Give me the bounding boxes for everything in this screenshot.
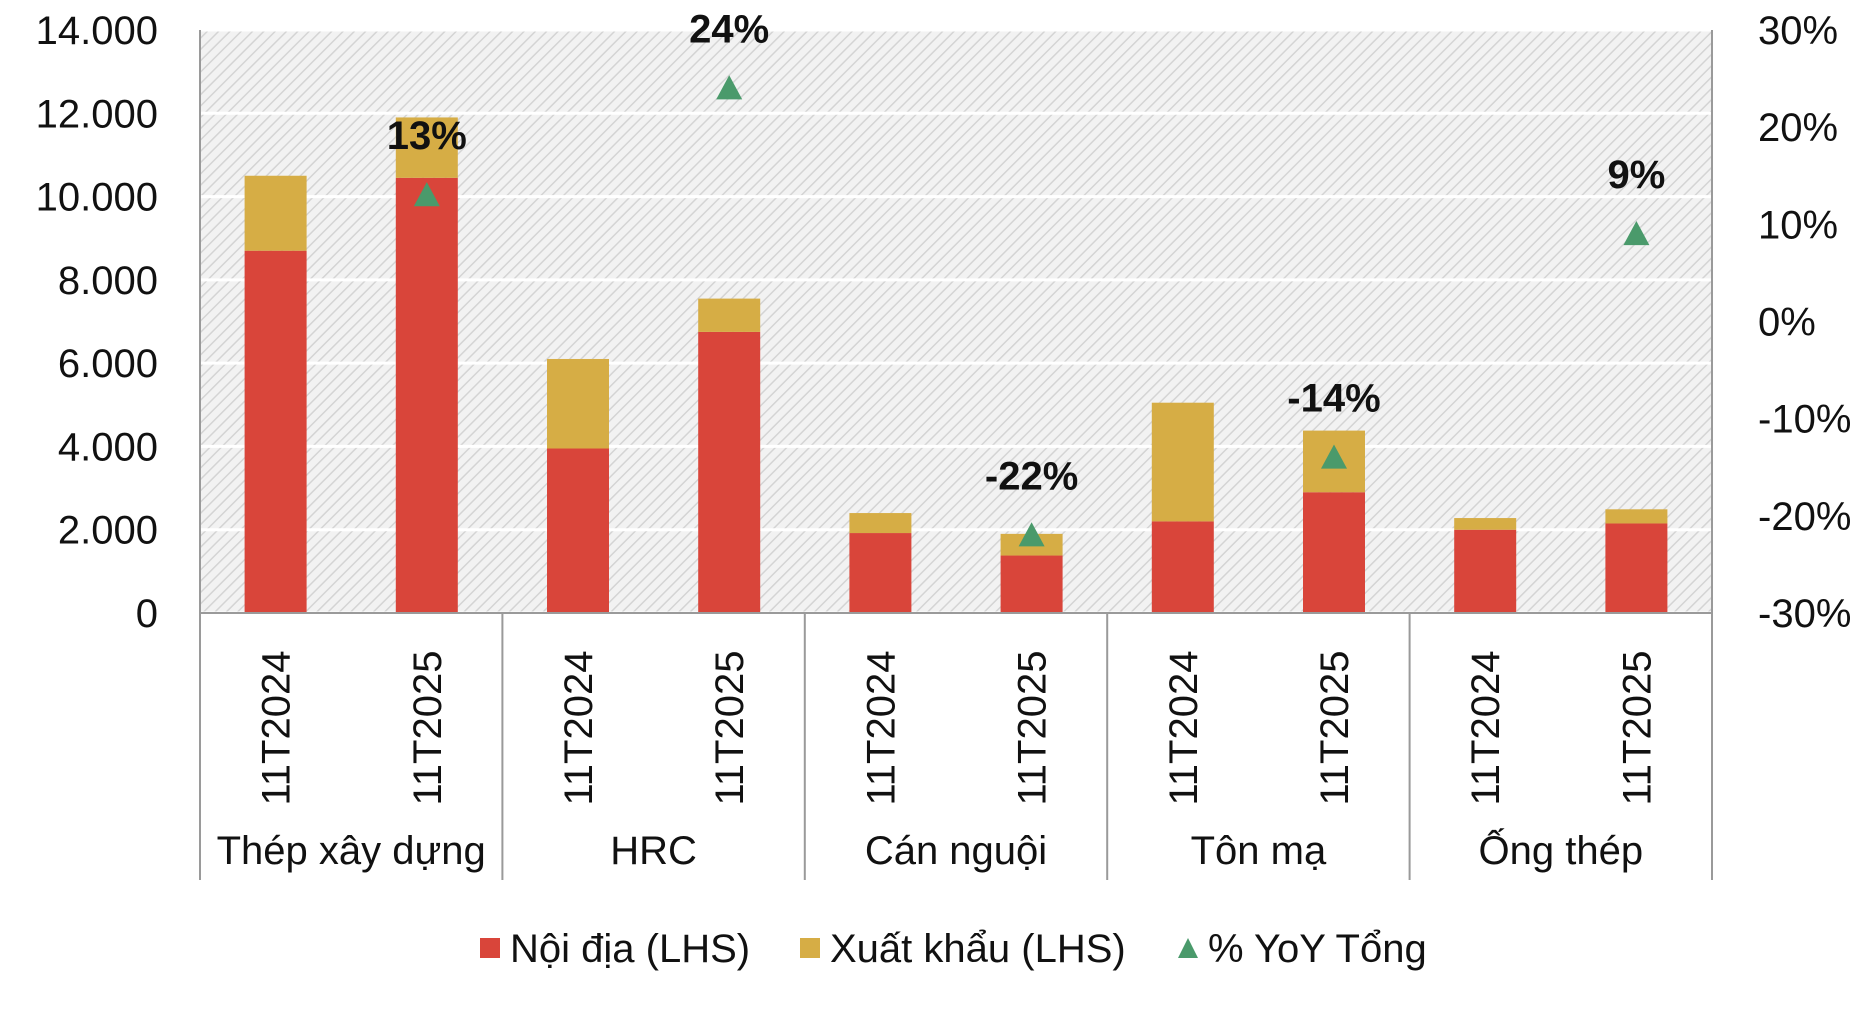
yoy-triangle-marker (1018, 522, 1045, 547)
legend-triangle-swatch (1178, 938, 1198, 958)
right-axis-tick-label: -30% (1758, 592, 1851, 636)
period-tick-label: 11T2025 (1615, 651, 1659, 806)
right-axis-tick-label: 20% (1758, 106, 1838, 150)
legend-label: Nội địa (LHS) (510, 927, 750, 971)
bar-noi-dia (1605, 523, 1668, 613)
bar-noi-dia (698, 331, 761, 613)
bar-xuat-khau (547, 358, 609, 449)
left-axis-tick-label: 12.000 (36, 92, 158, 136)
yoy-data-label: 24% (689, 7, 769, 51)
bar-xuat-khau (849, 513, 912, 534)
period-tick-label: 11T2025 (406, 651, 450, 806)
group-label: Thép xây dựng (217, 829, 486, 873)
legend-label: Xuất khẩu (LHS) (830, 927, 1126, 971)
bar-noi-dia (244, 250, 307, 613)
bars (244, 117, 1668, 613)
bar-noi-dia (1000, 555, 1063, 613)
period-tick-label: 11T2024 (255, 651, 299, 806)
bar-xuat-khau (1605, 509, 1668, 524)
legend-swatch (480, 938, 500, 958)
group-label: Cán nguội (865, 829, 1047, 873)
bar-noi-dia (849, 533, 912, 613)
bar-xuat-khau (244, 175, 307, 251)
group-label: HRC (610, 829, 697, 873)
yoy-triangle-marker (1321, 444, 1347, 469)
yoy-triangle-marker (413, 182, 440, 207)
right-axis-tick-label: 30% (1758, 9, 1838, 53)
group-label: Ống thép (1479, 827, 1644, 873)
yoy-data-label: 9% (1607, 153, 1665, 197)
period-tick-label: 11T2024 (557, 651, 601, 806)
yoy-triangle-marker (1623, 221, 1650, 246)
left-axis-tick-label: 10.000 (36, 176, 158, 220)
period-tick-label: 11T2024 (1464, 651, 1508, 806)
legend: Nội địa (LHS) Xuất khẩu (LHS) % YoY Tổng (480, 927, 1427, 971)
bar-xuat-khau (698, 298, 761, 332)
left-axis-tick-label: 4.000 (58, 425, 158, 469)
period-tick-label: 11T2025 (1313, 651, 1357, 806)
yoy-data-label: -14% (1287, 377, 1380, 421)
bar-noi-dia (1303, 492, 1365, 613)
left-axis-tick-label: 14.000 (36, 9, 158, 53)
right-axis-tick-label: 0% (1758, 301, 1816, 345)
yoy-triangle-marker (716, 75, 743, 100)
yoy-data-label: -22% (985, 454, 1078, 498)
group-label: Tôn mạ (1191, 829, 1327, 873)
bar-noi-dia (1454, 529, 1517, 613)
period-tick-label: 11T2025 (708, 651, 752, 806)
left-axis-tick-label: 6.000 (58, 342, 158, 386)
right-axis-tick-label: 10% (1758, 203, 1838, 247)
legend-swatch (800, 938, 820, 958)
bar-xuat-khau (1151, 402, 1214, 522)
period-tick-label: 11T2024 (859, 651, 903, 806)
left-axis-tick-label: 0 (136, 592, 158, 636)
right-axis-tick-label: -20% (1758, 495, 1851, 539)
yoy-data-label: 13% (387, 114, 467, 158)
yoy-markers: 13% 24% -22% -14% 9% (387, 7, 1665, 547)
bar-xuat-khau (395, 117, 458, 178)
left-axis-tick-label: 8.000 (58, 259, 158, 303)
legend-label: % YoY Tổng (1208, 927, 1427, 971)
bar-noi-dia (547, 448, 609, 613)
period-tick-label: 11T2024 (1162, 651, 1206, 806)
bar-noi-dia (395, 177, 458, 613)
bar-noi-dia (1151, 521, 1214, 613)
right-axis-tick-label: -10% (1758, 398, 1851, 442)
period-tick-label: 11T2025 (1011, 651, 1055, 806)
left-axis-tick-label: 2.000 (58, 509, 158, 553)
axes: 0 2.000 4.000 6.000 8.000 10.000 12.000 14.000 -… (36, 9, 1851, 880)
bar-xuat-khau (1454, 518, 1517, 530)
